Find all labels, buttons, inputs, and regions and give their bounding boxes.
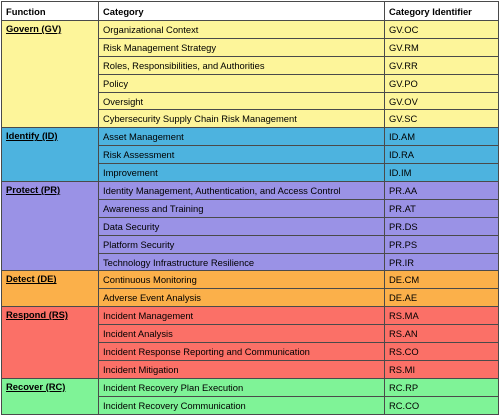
table-row: Govern (GV) Organizational Context GV.OC [1,19,499,129]
category-cell: Incident Recovery Communication [98,395,385,415]
category-cell: Oversight [98,91,385,111]
function-cell: Recover (RC) [1,377,99,415]
table-row: Incident Recovery Communication RC.CO [1,395,499,415]
category-cell: Risk Assessment [98,145,385,165]
category-cell: Incident Analysis [98,324,385,344]
identifier-cell: RC.RP [384,377,499,397]
category-cell: Adverse Event Analysis [98,288,385,308]
function-label: Protect (PR) [6,184,61,196]
function-cell: Detect (DE) [1,270,99,308]
identifier-cell: GV.SC [384,109,499,129]
category-cell: Cybersecurity Supply Chain Risk Manageme… [98,109,385,129]
table-row: Improvement ID.IM [1,163,499,183]
category-cell: Incident Management [98,306,385,326]
table-row: Risk Management Strategy GV.RM [1,37,499,57]
identifier-cell: ID.RA [384,145,499,165]
category-cell: Asset Management [98,127,385,147]
function-label: Recover (RC) [6,380,66,392]
table-row: Platform Security PR.PS [1,234,499,254]
identifier-cell: RC.CO [384,395,499,415]
identifier-cell: PR.AT [384,198,499,218]
function-label: Govern (GV) [6,23,62,34]
identifier-cell: GV.RR [384,55,499,75]
table-row: Oversight GV.OV [1,91,499,111]
identifier-cell: GV.OC [384,20,499,39]
function-cell: Respond (RS) [1,306,99,379]
category-cell: Incident Mitigation [98,359,385,379]
table-row: Protect (PR) Identity Management, Authent… [1,181,499,272]
table-body: Govern (GV) Organizational Context GV.OC Ri… [1,19,499,415]
category-cell: Continuous Monitoring [98,270,385,290]
table-row: Recover (RC) Incident Recovery Plan Execu… [1,377,499,415]
category-column-header: Category [98,1,385,21]
identifier-cell: DE.CM [384,270,499,290]
category-cell: Awareness and Training [98,198,385,218]
identifier-cell: PR.IR [384,252,499,272]
table-row: Identify (ID) Asset Management ID.AM [1,127,499,183]
category-cell: Incident Response Reporting and Communic… [98,342,385,361]
function-column-header: Function [1,1,99,21]
function-label: Identify (ID) [6,130,58,142]
identifier-cell: GV.OV [384,91,499,111]
header-row: Function Category Category Identifier [1,1,499,21]
identifier-cell: RS.MI [384,359,499,379]
table-row: Cybersecurity Supply Chain Risk Manageme… [1,109,499,129]
table-row: Data Security PR.DS [1,216,499,236]
table-row: Incident Response Reporting and Communic… [1,342,499,361]
identifier-column-header: Category Identifier [384,1,499,21]
identifier-cell: DE.AE [384,288,499,308]
identifier-cell: PR.AA [384,181,499,200]
function-cell: Govern (GV) [1,19,99,129]
function-label: Detect (DE) [6,273,57,285]
identifier-cell: GV.RM [384,37,499,57]
function-label: Respond (RS) [6,309,68,321]
identifier-cell: GV.PO [384,73,499,93]
table-row: Policy GV.PO [1,73,499,93]
identifier-cell: RS.CO [384,342,499,361]
function-cell: Identify (ID) [1,127,99,183]
table-row: Adverse Event Analysis DE.AE [1,288,499,308]
function-cell: Protect (PR) [1,181,99,272]
category-cell: Organizational Context [98,20,385,39]
category-cell: Identity Management, Authentication, and… [98,181,385,200]
category-cell: Data Security [98,216,385,236]
table-row: Roles, Responsibilities, and Authorities… [1,55,499,75]
identifier-cell: ID.IM [384,163,499,183]
category-cell: Technology Infrastructure Resilience [98,252,385,272]
category-cell: Platform Security [98,234,385,254]
table-row: Respond (RS) Incident Management RS.MA [1,306,499,379]
identifier-cell: PR.PS [384,234,499,254]
category-cell: Roles, Responsibilities, and Authorities [98,55,385,75]
table-row: Awareness and Training PR.AT [1,198,499,218]
identifier-cell: RS.MA [384,306,499,326]
category-cell: Policy [98,73,385,93]
table-row: Technology Infrastructure Resilience PR.I… [1,252,499,272]
identifier-cell: RS.AN [384,324,499,344]
table-row: Incident Analysis RS.AN [1,324,499,344]
identifier-cell: PR.DS [384,216,499,236]
category-cell: Incident Recovery Plan Execution [98,377,385,397]
table-row: Detect (DE) Continuous Monitoring DE.CM [1,270,499,308]
category-cell: Improvement [98,163,385,183]
identifier-cell: ID.AM [384,127,499,147]
category-cell: Risk Management Strategy [98,37,385,57]
table-row: Risk Assessment ID.RA [1,145,499,165]
